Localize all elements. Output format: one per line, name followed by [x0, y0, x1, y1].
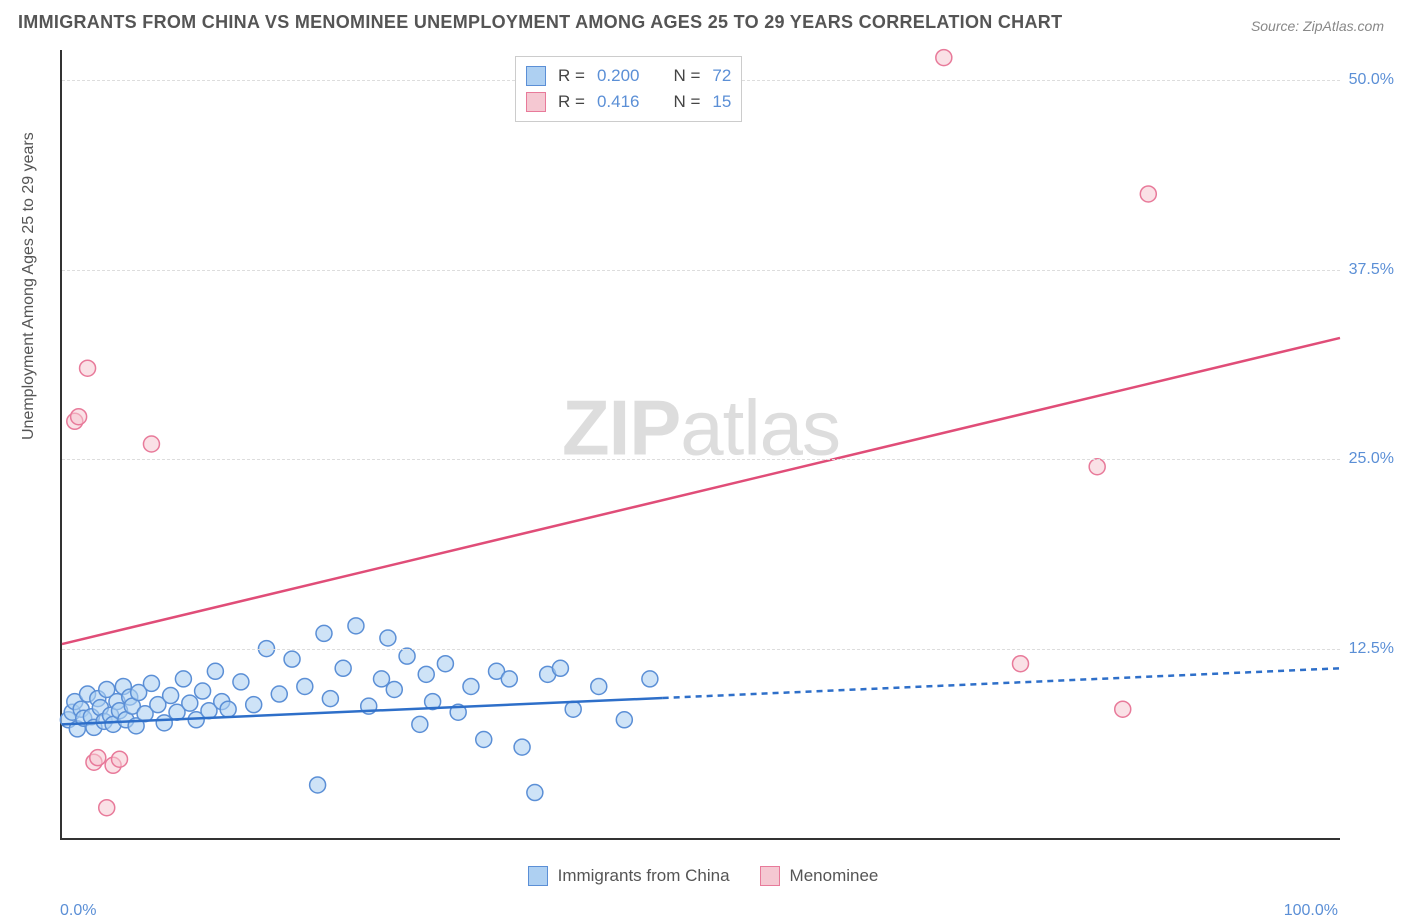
data-point [99, 800, 115, 816]
data-point [514, 739, 530, 755]
data-point [112, 751, 128, 767]
y-axis-label: Unemployment Among Ages 25 to 29 years [20, 132, 38, 440]
data-point [476, 732, 492, 748]
source-label: Source: [1251, 18, 1299, 34]
n-value: 15 [712, 92, 731, 112]
data-point [386, 681, 402, 697]
data-point [463, 678, 479, 694]
legend-item: Immigrants from China [528, 866, 730, 886]
legend-row: R = 0.416 N = 15 [526, 89, 731, 115]
data-point [143, 436, 159, 452]
legend-swatch [528, 866, 548, 886]
legend-item: Menominee [760, 866, 879, 886]
data-point [220, 701, 236, 717]
legend-swatch [526, 66, 546, 86]
data-point [322, 691, 338, 707]
legend-label: Immigrants from China [558, 866, 730, 886]
x-tick-label: 0.0% [60, 902, 96, 920]
y-tick-label: 12.5% [1349, 640, 1394, 658]
data-point [1140, 186, 1156, 202]
data-point [348, 618, 364, 634]
data-point [642, 671, 658, 687]
data-point [936, 50, 952, 66]
gridline [62, 459, 1340, 460]
data-point [527, 785, 543, 801]
r-value: 0.200 [597, 66, 640, 86]
data-point [297, 678, 313, 694]
source-attribution: Source: ZipAtlas.com [1251, 18, 1384, 34]
data-point [271, 686, 287, 702]
data-point [374, 671, 390, 687]
data-point [437, 656, 453, 672]
data-point [207, 663, 223, 679]
data-point [182, 695, 198, 711]
data-point [412, 716, 428, 732]
data-point [565, 701, 581, 717]
n-label: N = [673, 92, 700, 112]
data-point [163, 688, 179, 704]
r-value: 0.416 [597, 92, 640, 112]
y-tick-label: 50.0% [1349, 71, 1394, 89]
data-point [71, 409, 87, 425]
n-label: N = [673, 66, 700, 86]
data-point [335, 660, 351, 676]
data-point [195, 683, 211, 699]
data-point [80, 360, 96, 376]
r-label: R = [558, 92, 585, 112]
plot-area: ZIPatlas [60, 50, 1340, 840]
data-point [143, 675, 159, 691]
legend-row: R = 0.200 N = 72 [526, 63, 731, 89]
source-value: ZipAtlas.com [1303, 18, 1384, 34]
trend-line [62, 338, 1340, 644]
trend-line-dashed [663, 668, 1340, 698]
data-point [616, 712, 632, 728]
r-label: R = [558, 66, 585, 86]
legend-swatch [760, 866, 780, 886]
data-point [591, 678, 607, 694]
data-point [501, 671, 517, 687]
gridline [62, 649, 1340, 650]
data-point [284, 651, 300, 667]
y-tick-label: 25.0% [1349, 450, 1394, 468]
data-point [310, 777, 326, 793]
data-point [90, 750, 106, 766]
gridline [62, 270, 1340, 271]
data-point [1089, 459, 1105, 475]
correlation-legend: R = 0.200 N = 72 R = 0.416 N = 15 [515, 56, 742, 122]
data-point [233, 674, 249, 690]
data-point [246, 697, 262, 713]
data-point [380, 630, 396, 646]
legend-label: Menominee [790, 866, 879, 886]
data-point [418, 666, 434, 682]
series-legend: Immigrants from China Menominee [0, 866, 1406, 886]
legend-swatch [526, 92, 546, 112]
data-point [316, 625, 332, 641]
y-tick-label: 37.5% [1349, 261, 1394, 279]
data-point [156, 715, 172, 731]
chart-svg [62, 50, 1340, 838]
data-point [1013, 656, 1029, 672]
chart-title: IMMIGRANTS FROM CHINA VS MENOMINEE UNEMP… [18, 12, 1062, 33]
data-point [1115, 701, 1131, 717]
x-tick-label: 100.0% [1284, 902, 1338, 920]
n-value: 72 [712, 66, 731, 86]
data-point [175, 671, 191, 687]
data-point [399, 648, 415, 664]
data-point [552, 660, 568, 676]
